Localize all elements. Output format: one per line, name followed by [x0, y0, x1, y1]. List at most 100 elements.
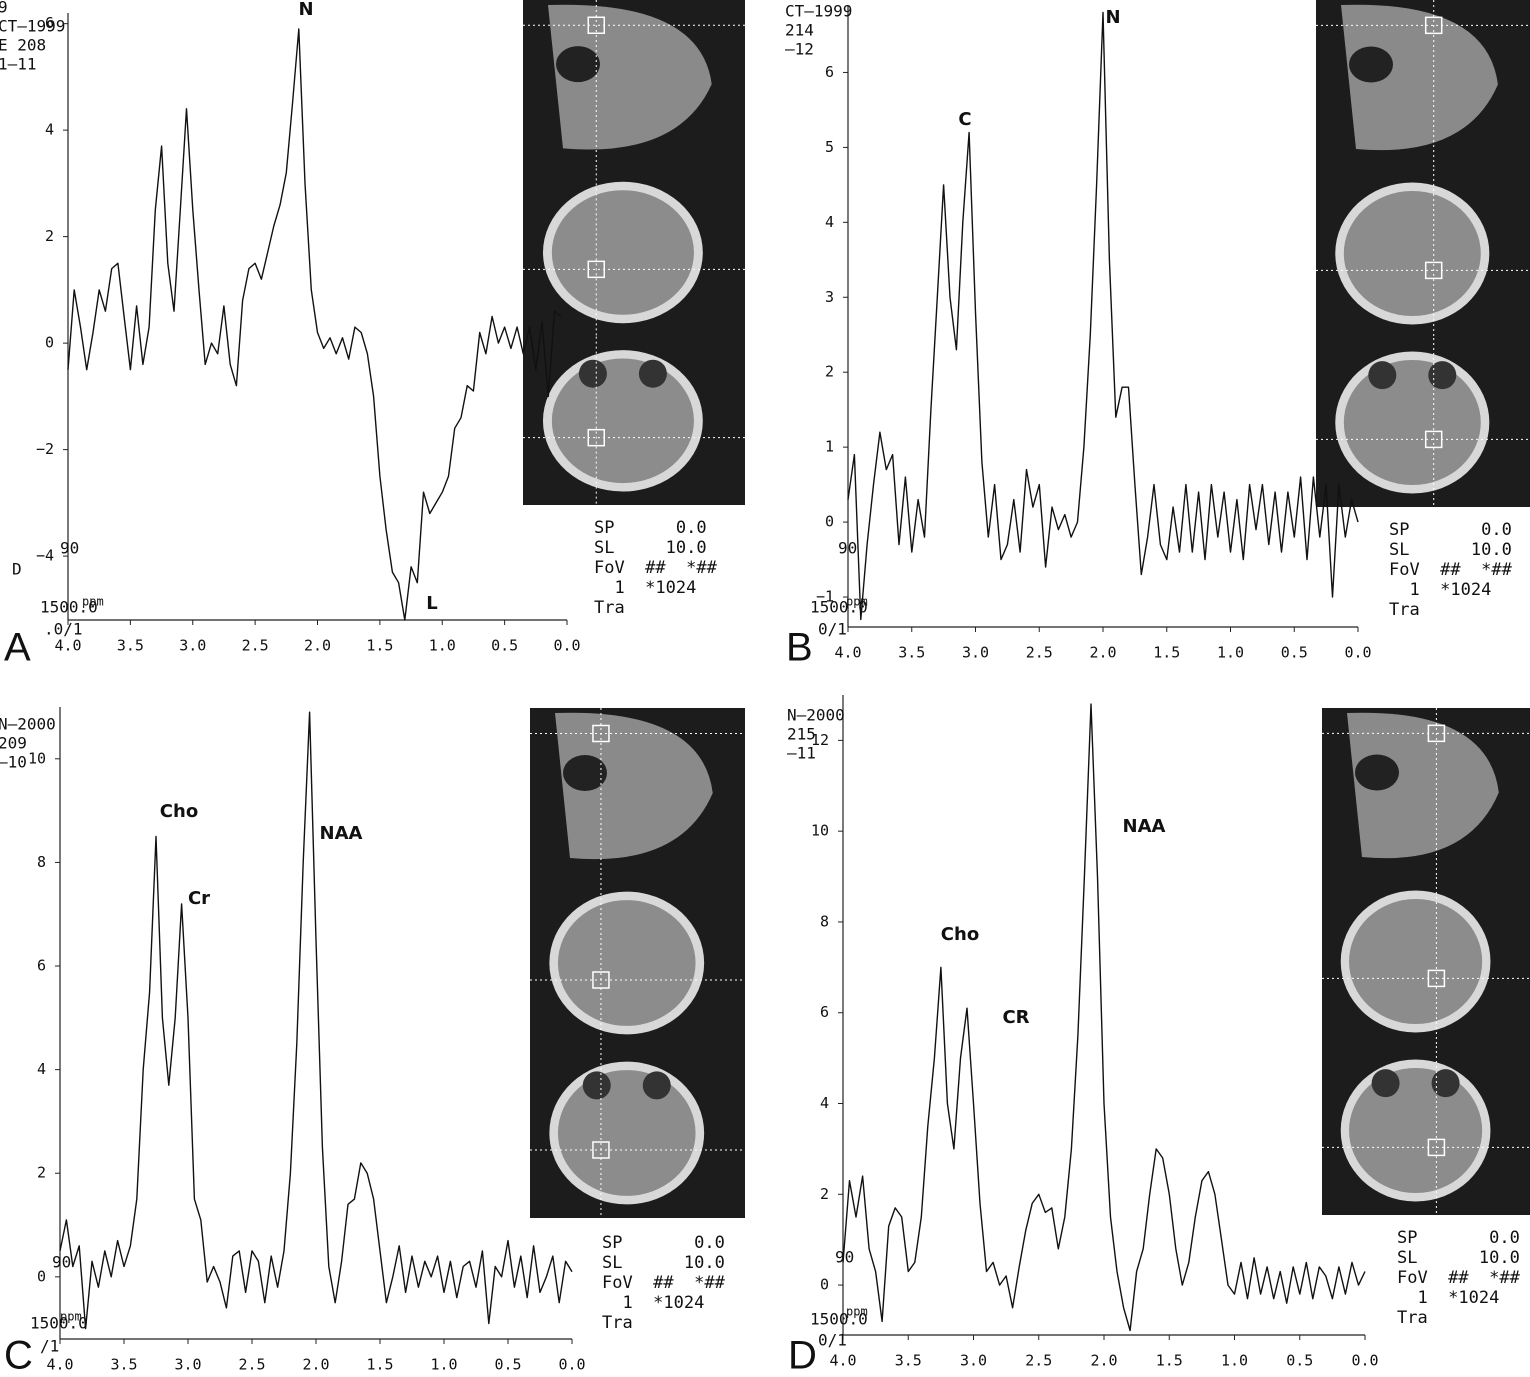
x-tick-label: 0.0: [1351, 1352, 1378, 1370]
unit-label: ppm: [846, 595, 868, 609]
peak-annotation: NAA: [1123, 816, 1166, 837]
x-tick-label: 0.0: [1344, 644, 1371, 662]
voxel-box: [1427, 1138, 1446, 1157]
y-tick-label: 6: [37, 957, 46, 975]
voxel-box: [1427, 969, 1446, 988]
header-line: –12: [785, 40, 814, 59]
spectrum-line: [67, 28, 562, 621]
x-tick-label: 1.5: [1153, 644, 1180, 662]
mri-brain: [551, 190, 694, 315]
mri-sagittal: [1347, 712, 1499, 859]
x-tick-label: 0.0: [553, 637, 580, 655]
y-tick-label: 12: [811, 731, 829, 749]
voxel-box: [592, 971, 610, 989]
side-label: /1: [40, 1337, 59, 1356]
panel-letter: A: [4, 626, 31, 670]
voxel-box: [587, 16, 606, 34]
info-line: 1 *1024: [1389, 580, 1491, 600]
y-tick-label: 2: [37, 1164, 46, 1182]
voxel-box: [592, 1141, 610, 1159]
unit-label: ppm: [60, 1310, 82, 1324]
y-tick-label: 4: [820, 1094, 829, 1112]
voxel-box: [592, 724, 610, 743]
header-line: 9: [0, 0, 8, 17]
spectrum-line: [59, 711, 573, 1330]
y-tick-label: 3: [825, 288, 834, 306]
header-line: E 208: [0, 36, 46, 55]
x-tick-label: 0.0: [558, 1356, 585, 1374]
voxel-box: [1424, 16, 1443, 35]
panel-letter: D: [788, 1334, 817, 1377]
info-line: FoV ## *##: [1389, 560, 1513, 580]
mri-sagittal: [548, 4, 712, 150]
voxel-box: [1424, 430, 1443, 449]
side-label: D: [12, 560, 22, 579]
y-tick-label: −2: [36, 440, 54, 458]
x-tick-label: 3.0: [179, 637, 206, 655]
info-line: SL 10.0: [1389, 540, 1512, 560]
info-line: Tra: [594, 598, 625, 618]
x-tick-label: 4.0: [46, 1356, 73, 1374]
info-line: SL 10.0: [602, 1253, 725, 1273]
x-tick-label: 1.0: [1221, 1352, 1248, 1370]
x-tick-label: 2.5: [1026, 644, 1053, 662]
voxel-box: [587, 260, 606, 279]
info-line: SP 0.0: [594, 518, 707, 538]
mri-sagittal: [1341, 4, 1498, 151]
voxel-box: [587, 428, 606, 447]
unit-label: ppm: [846, 1305, 868, 1319]
x-tick-label: 2.5: [1025, 1352, 1052, 1370]
y-tick-label: 0: [45, 334, 54, 352]
mri-brain: [557, 900, 696, 1026]
side-label: 90: [52, 1253, 71, 1272]
y-tick-label: 5: [825, 138, 834, 156]
mri-orbit: [556, 46, 600, 83]
y-tick-label: 1: [825, 438, 834, 456]
y-tick-label: 4: [45, 121, 54, 139]
y-tick-label: 4: [825, 213, 834, 231]
mri-brain: [1349, 1067, 1483, 1194]
y-tick-label: 6: [820, 1003, 829, 1021]
side-label: 1500.0: [810, 1310, 868, 1329]
x-tick-label: 3.5: [117, 637, 144, 655]
x-tick-label: 1.5: [366, 637, 393, 655]
x-tick-label: 0.5: [1286, 1352, 1313, 1370]
x-tick-label: 1.0: [429, 637, 456, 655]
header-line: 209: [0, 734, 27, 753]
peak-annotation: NAA: [320, 823, 363, 844]
x-tick-label: 3.5: [110, 1356, 137, 1374]
mri-orbit: [563, 755, 607, 791]
mri-orbit: [1349, 46, 1393, 83]
mri-sagittal: [555, 712, 713, 860]
x-tick-label: 2.5: [242, 637, 269, 655]
peak-annotation: C: [958, 109, 971, 130]
y-tick-label: 10: [811, 822, 829, 840]
header-line: –10: [0, 753, 27, 772]
mri-brain: [1349, 898, 1483, 1025]
x-tick-label: 1.5: [366, 1356, 393, 1374]
info-line: SL 10.0: [594, 538, 707, 558]
mri-brain: [1343, 359, 1481, 486]
y-tick-label: −1: [816, 588, 834, 606]
info-line: FoV ## *##: [602, 1273, 726, 1293]
x-tick-label: 2.0: [304, 637, 331, 655]
side-label: .0/1: [44, 620, 83, 639]
info-line: SL 10.0: [1397, 1248, 1520, 1268]
x-tick-label: 4.0: [829, 1352, 856, 1370]
y-tick-label: 2: [45, 227, 54, 245]
side-label: 0/1: [818, 620, 847, 639]
info-line: FoV ## *##: [594, 558, 718, 578]
y-tick-label: 6: [825, 63, 834, 81]
unit-label: ppm: [82, 595, 104, 609]
y-tick-label: −4: [36, 547, 54, 565]
mri-orbit: [1355, 754, 1399, 791]
x-tick-label: 2.0: [1090, 1352, 1117, 1370]
mri-brain: [1343, 190, 1481, 317]
x-tick-label: 2.5: [238, 1356, 265, 1374]
peak-annotation: Cho: [160, 801, 198, 822]
header-line: 214: [785, 21, 814, 40]
info-line: Tra: [602, 1313, 633, 1333]
x-tick-label: 3.5: [898, 644, 925, 662]
side-label: 90: [835, 1248, 854, 1267]
